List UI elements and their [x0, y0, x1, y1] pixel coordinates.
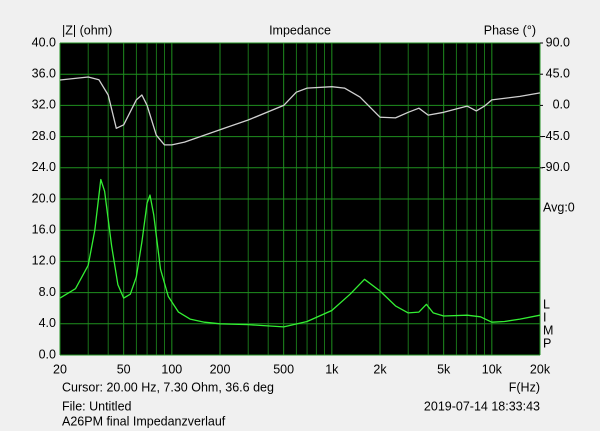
x-axis-label: F(Hz) — [509, 380, 540, 394]
x-tick-label: 200 — [210, 362, 231, 376]
y-tick-label: 16.0 — [32, 222, 56, 236]
side-label: I — [543, 310, 546, 324]
x-tick-label: 20k — [530, 362, 551, 376]
description: A26PM final Impedanzverlauf — [62, 414, 226, 428]
x-tick-label: 20 — [53, 362, 67, 376]
y-tick-label: 24.0 — [32, 160, 56, 174]
y-tick-label: 40.0 — [32, 35, 56, 49]
y-tick-label: 28.0 — [32, 129, 56, 143]
y-tick-label: 0.0 — [39, 347, 56, 361]
side-label: M — [543, 323, 553, 337]
timestamp: 2019-07-14 18:33:43 — [424, 399, 540, 413]
side-label: L — [543, 297, 550, 311]
y2-tick-label: 45.0 — [546, 66, 570, 80]
data-line — [59, 76, 541, 146]
x-tick-label: 2k — [373, 362, 387, 376]
y-axis-label: |Z| (ohm) — [62, 23, 112, 37]
file-name: File: Untitled — [62, 399, 132, 413]
x-tick-label: 100 — [161, 362, 182, 376]
y-tick-label: 32.0 — [32, 98, 56, 112]
y2-tick-label: -45.0 — [542, 129, 571, 143]
y2-tick-label: 90.0 — [546, 35, 570, 49]
x-tick-label: 500 — [273, 362, 294, 376]
y2-tick-label: -90.0 — [542, 160, 571, 174]
y2-tick-label: 0.0 — [553, 98, 570, 112]
x-tick-label: 5k — [437, 362, 451, 376]
side-label: P — [543, 336, 551, 350]
avg-label: Avg:0 — [543, 200, 575, 214]
x-tick-label: 10k — [482, 362, 503, 376]
chart-title: Impedance — [269, 23, 331, 37]
y2-axis-label: Phase (°) — [484, 23, 536, 37]
data-line — [59, 178, 541, 328]
cursor-readout: Cursor: 20.00 Hz, 7.30 Ohm, 36.6 deg — [62, 380, 274, 394]
y-tick-label: 36.0 — [32, 66, 56, 80]
y-tick-label: 12.0 — [32, 254, 56, 268]
x-tick-label: 50 — [117, 362, 131, 376]
y-tick-label: 20.0 — [32, 191, 56, 205]
y-tick-label: 4.0 — [39, 316, 56, 330]
y-tick-label: 8.0 — [39, 285, 56, 299]
x-tick-label: 1k — [325, 362, 339, 376]
